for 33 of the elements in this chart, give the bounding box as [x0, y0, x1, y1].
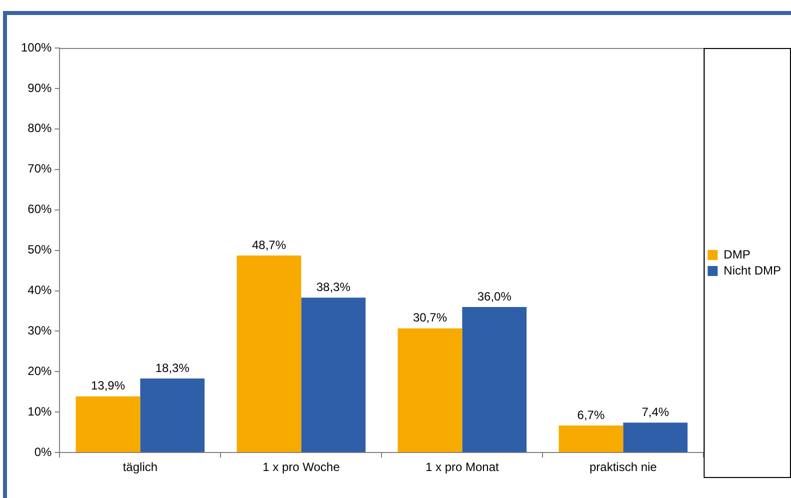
- data-label: 7,4%: [642, 404, 670, 419]
- y-tick-label: 40%: [28, 283, 52, 298]
- y-tick-label: 60%: [28, 202, 52, 216]
- x-tick-label: 1 x pro Woche: [262, 460, 340, 474]
- y-tick-label: 100%: [20, 40, 52, 54]
- y-tick-label: 20%: [28, 364, 52, 378]
- x-tick-label: täglich: [122, 460, 158, 474]
- data-label: 6,7%: [577, 408, 605, 422]
- data-label: 30,7%: [412, 310, 448, 325]
- legend-label: Nicht DMP: [724, 263, 782, 278]
- bar: [623, 422, 688, 452]
- data-label: 18,3%: [155, 360, 190, 375]
- data-label: 13,9%: [90, 378, 126, 393]
- data-label: 38,3%: [316, 280, 351, 294]
- y-tick-label: 90%: [28, 80, 52, 95]
- data-label: 36,0%: [477, 289, 512, 304]
- y-tick-label: 10%: [28, 404, 52, 418]
- y-tick-label: 30%: [28, 324, 52, 338]
- bar: [236, 256, 302, 452]
- bar: [301, 298, 366, 452]
- bar: [140, 378, 205, 452]
- y-tick-label: 50%: [28, 242, 52, 257]
- data-label: 48,7%: [252, 238, 286, 252]
- bar: [462, 306, 527, 452]
- x-tick-label: praktisch nie: [589, 460, 658, 474]
- x-tick-label: 1 x pro Monat: [425, 460, 500, 474]
- bar: [398, 328, 462, 452]
- y-tick-label: 80%: [28, 121, 52, 136]
- y-tick-label: 70%: [28, 162, 52, 176]
- bar: [558, 425, 624, 452]
- bar: [76, 396, 140, 452]
- y-tick-label: 0%: [34, 444, 52, 459]
- legend-label: DMP: [724, 247, 750, 262]
